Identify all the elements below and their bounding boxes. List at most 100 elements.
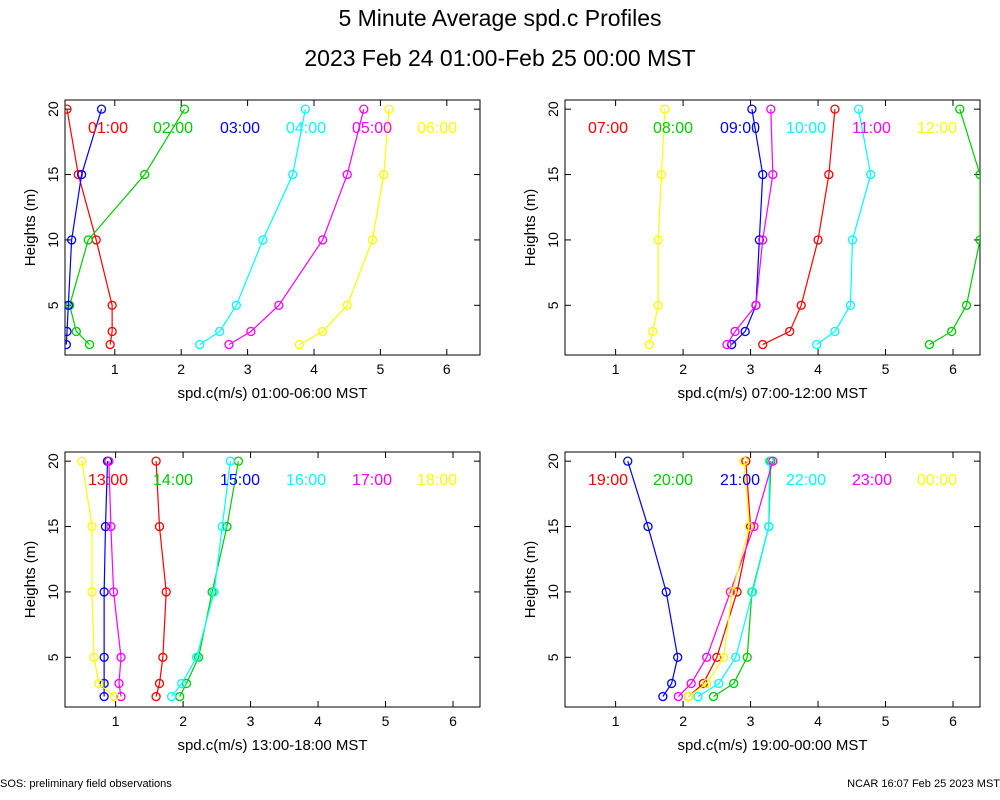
data-point [342,169,352,180]
data-point [100,521,111,532]
data-point [215,326,225,337]
series-line-2300 [677,460,774,697]
legend-label: 10:00 [786,120,826,137]
data-point [729,678,739,689]
data-point [742,652,752,662]
data-point [89,652,99,662]
series-line-1600 [171,461,231,697]
data-point [359,104,369,114]
data-point [224,339,234,350]
legend-label: 00:00 [917,472,957,489]
y-tick-label: 10 [45,232,61,248]
data-point [731,652,741,662]
x-tick-label: 5 [882,713,890,729]
data-point [161,587,171,597]
x-tick-label: 6 [949,361,957,377]
data-point [732,587,742,597]
data-point [107,326,117,337]
data-point [65,104,72,114]
data-point [179,104,190,114]
footer-left-note: SOS: preliminary field observations [0,778,172,790]
data-point [747,587,758,597]
figure-title: 5 Minute Average spd.c Profiles [338,5,661,31]
x-tick-label: 2 [679,713,687,729]
data-point [683,691,694,702]
data-point [718,652,729,662]
y-tick-label: 5 [545,653,561,661]
data-point [744,521,754,532]
data-point [658,691,668,702]
data-point [754,235,764,245]
data-point [673,691,684,702]
data-point [99,587,109,597]
x-axis-label: spd.c(m/s) 19:00-00:00 MST [677,737,867,754]
profile-panel-2: 1 2 3 4 5 6 5 10 15 20 spd.c(m/s) 07:00-12:00 MST H… [522,99,981,402]
legend-label: 09:00 [720,120,760,137]
data-point [342,300,352,310]
data-point [99,691,109,702]
data-point [747,104,757,114]
data-point [99,652,109,662]
data-point [116,691,126,702]
series-line-1500 [103,461,109,697]
y-tick-label: 20 [45,101,61,117]
series-line-1700 [108,461,122,697]
series-line-1100 [726,109,774,345]
x-tick-label: 1 [112,713,120,729]
series-group [644,104,980,350]
data-point [83,235,93,245]
data-point [65,300,73,310]
x-tick-label: 2 [179,713,187,729]
data-point [623,456,633,466]
legend-label: 20:00 [653,472,693,489]
x-tick-label: 4 [310,361,318,377]
x-tick-label: 6 [949,713,957,729]
data-point [225,456,235,466]
series-line-0200 [69,108,186,345]
data-point [758,339,768,350]
legend-label: 03:00 [220,120,260,137]
data-point [246,326,256,337]
data-point [660,104,670,114]
series-line-0700 [762,109,836,346]
series-line-1900 [688,461,752,697]
data-point [661,587,671,597]
y-tick-label: 15 [545,167,561,183]
legend-label: 08:00 [653,120,693,137]
data-point [106,521,116,532]
data-point [785,326,795,337]
data-point [947,326,957,337]
series-line-1300 [155,461,167,697]
profile-panel-4: 1 2 3 4 5 6 5 10 15 20 spd.c(m/s) 19:00-00:00 MST H… [522,451,981,754]
data-point [77,456,87,466]
data-point [140,169,150,180]
series-line-1400 [179,461,240,697]
data-point [653,300,663,310]
x-tick-label: 3 [747,361,755,377]
legend-label: 14:00 [153,472,193,489]
x-tick-label: 4 [814,713,822,729]
data-point [768,456,778,466]
data-point [847,235,858,245]
legend-label: 13:00 [88,472,128,489]
data-point [104,456,114,466]
data-point [740,326,750,337]
data-point [114,678,124,689]
data-point [258,235,268,245]
data-point [76,169,87,180]
data-point [300,104,311,114]
y-axis-label: Heights (m) [22,189,39,267]
data-point [73,169,83,180]
legend-label: 11:00 [852,120,891,137]
data-point [853,104,864,114]
y-tick-label: 20 [545,101,561,117]
series-line-2100 [627,460,679,697]
data-point [727,587,737,597]
profile-panel-1: 1 2 3 4 5 6 5 10 15 20 spd.c(m/s) 01:00-06:00 MST H… [22,99,481,402]
y-axis-label: Heights (m) [522,189,539,267]
data-point [222,521,232,532]
data-point [65,326,72,337]
x-tick-label: 3 [747,713,755,729]
data-point [924,339,935,350]
